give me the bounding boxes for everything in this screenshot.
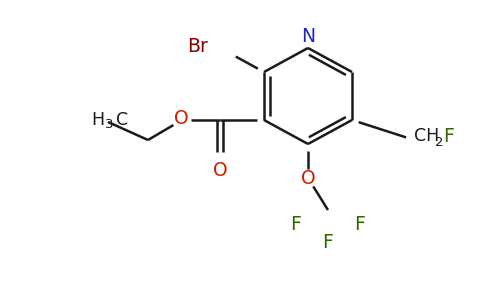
Text: 2: 2 [435, 136, 443, 148]
Text: F: F [290, 214, 302, 233]
Text: O: O [212, 160, 227, 179]
Text: O: O [301, 169, 315, 188]
Text: O: O [174, 110, 188, 128]
Text: 3: 3 [105, 118, 113, 131]
Text: CH: CH [414, 127, 439, 145]
Text: N: N [301, 28, 315, 46]
Text: H: H [91, 111, 104, 129]
Text: F: F [322, 232, 333, 251]
Text: F: F [443, 127, 454, 146]
Text: C: C [116, 111, 128, 129]
Text: F: F [355, 214, 365, 233]
Text: Br: Br [187, 37, 208, 56]
